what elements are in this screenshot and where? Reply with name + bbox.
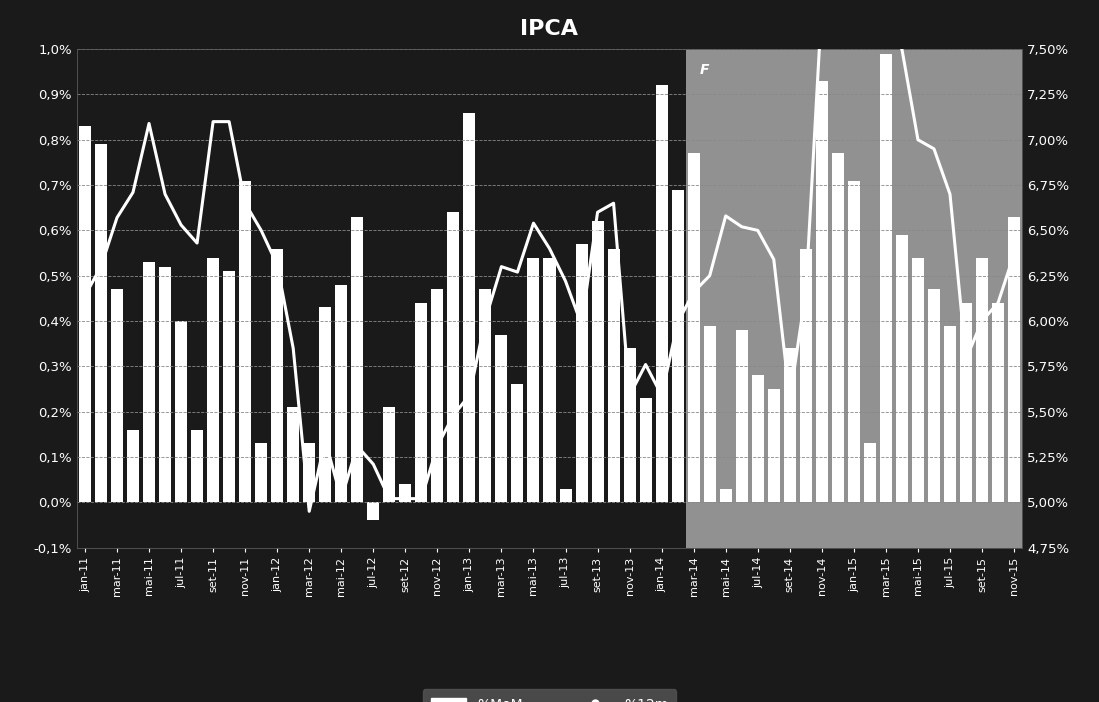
Bar	[431, 289, 443, 502]
Legend: %MoM, %12m: %MoM, %12m	[423, 689, 676, 702]
Text: F: F	[700, 62, 710, 77]
Bar	[800, 249, 812, 502]
Bar	[319, 307, 331, 502]
Bar	[111, 289, 123, 502]
Bar	[671, 190, 684, 502]
Bar	[223, 271, 235, 502]
Bar	[976, 258, 988, 502]
Bar	[528, 258, 540, 502]
Bar	[992, 303, 1004, 502]
Bar	[159, 267, 171, 502]
Bar	[240, 180, 252, 502]
Bar	[271, 249, 284, 502]
Bar	[688, 153, 700, 502]
Bar	[720, 489, 732, 502]
Bar	[175, 321, 187, 502]
Bar	[367, 502, 379, 520]
Bar	[880, 53, 892, 502]
Bar	[384, 407, 396, 502]
Bar	[735, 330, 747, 502]
Bar	[847, 180, 859, 502]
Bar	[768, 389, 780, 502]
Bar	[255, 444, 267, 502]
Bar	[352, 217, 364, 502]
Bar	[191, 430, 203, 502]
Bar	[544, 258, 555, 502]
Bar	[479, 289, 491, 502]
Bar	[335, 285, 347, 502]
Bar	[127, 430, 138, 502]
Bar	[640, 398, 652, 502]
Bar	[511, 385, 523, 502]
Bar	[559, 489, 571, 502]
Bar	[591, 221, 603, 502]
Bar	[608, 249, 620, 502]
Bar	[464, 112, 476, 502]
Bar	[95, 145, 107, 502]
Bar	[961, 303, 972, 502]
Bar	[399, 484, 411, 502]
Bar	[944, 326, 956, 502]
Bar	[703, 326, 715, 502]
Bar	[576, 244, 588, 502]
Bar	[287, 407, 299, 502]
Bar	[784, 348, 796, 502]
Bar	[1008, 217, 1020, 502]
Bar	[496, 335, 508, 502]
Bar	[656, 86, 668, 502]
Bar	[623, 348, 635, 502]
Bar	[415, 303, 428, 502]
Bar	[207, 258, 219, 502]
Bar	[686, 49, 1022, 548]
Bar	[864, 444, 876, 502]
Bar	[303, 444, 315, 502]
Bar	[79, 126, 91, 502]
Bar	[752, 376, 764, 502]
Bar	[832, 153, 844, 502]
Bar	[928, 289, 940, 502]
Bar	[815, 81, 828, 502]
Bar	[447, 212, 459, 502]
Bar	[143, 262, 155, 502]
Bar	[896, 235, 908, 502]
Bar	[912, 258, 924, 502]
Title: IPCA: IPCA	[521, 19, 578, 39]
